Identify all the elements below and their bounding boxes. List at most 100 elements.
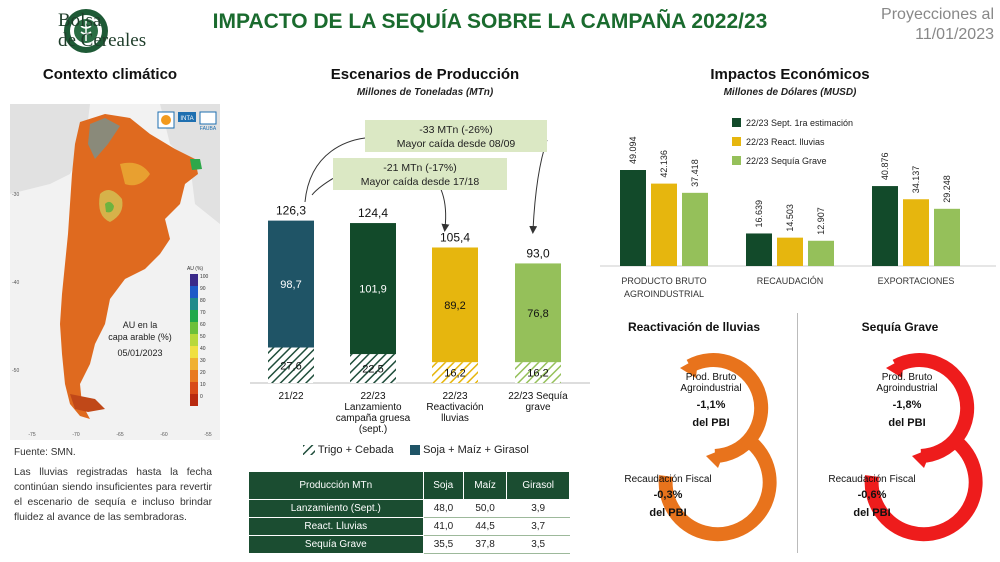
eco-category-label-2: EXPORTACIONES — [878, 276, 955, 286]
table-cell: Lanzamiento (Sept.) — [248, 499, 424, 518]
legend-trigo: Trigo + Cebada — [303, 444, 394, 456]
map-lon-tick: -55 — [204, 432, 211, 438]
fauba-logo-text: FAUBA — [200, 126, 217, 132]
inta-logo-text: INTA — [180, 116, 193, 122]
eco-bar-0-0 — [620, 170, 646, 266]
eco-bar-0-1 — [651, 183, 677, 266]
label-trigo-1: 22,5 — [362, 364, 383, 376]
category-label-1: Lanzamiento — [344, 402, 402, 413]
eco-bar-2-1 — [903, 199, 929, 266]
map-source: Fuente: SMN. — [14, 447, 76, 458]
economic-categories: PRODUCTO BRUTO AGROINDUSTRIAL RECAUDACIÓN E… — [621, 276, 954, 299]
climate-title: Contexto climático — [42, 66, 178, 83]
table-cell: 48,0 — [423, 499, 464, 518]
map-legend-tick: 40 — [200, 346, 206, 352]
legend-trigo-label: Trigo + Cebada — [317, 444, 394, 456]
callout1-line1: -33 MTn (-26%) — [419, 124, 493, 136]
legend-soja: Soja + Maíz + Girasol — [410, 444, 529, 456]
economic-legend: 22/23 Sept. 1ra estimación 22/23 React. l… — [732, 118, 853, 166]
projection-label: Proyecciones al — [881, 6, 994, 23]
callout1-arrow-end — [529, 139, 548, 234]
ring-right-pbi-suffix: del PBI — [888, 417, 926, 429]
map-lon-tick: -65 — [116, 432, 123, 438]
ring-left-arrow2 — [680, 358, 698, 378]
category-label-2: 22/23 — [442, 391, 467, 402]
ring-left-lower — [658, 432, 777, 542]
callout1-arrow-start — [304, 137, 366, 203]
table-cell: 35,5 — [423, 535, 464, 554]
map-legend-title: AU (%) — [187, 266, 203, 272]
bar-soja-3 — [515, 263, 561, 363]
eco-category-label-1: RECAUDACIÓN — [757, 276, 824, 286]
callout2-line1: -21 MTn (-17%) — [383, 162, 457, 174]
callout-reactivacion: -21 MTn (-17%) Mayor caída desde 17/18 — [333, 158, 507, 190]
eco-legend-label-2: 22/23 Sequía Grave — [746, 156, 827, 166]
legend-soja-label: Soja + Maíz + Girasol — [423, 444, 529, 456]
logo-text-line1: Bolsa — [58, 10, 102, 31]
label-soja-3: 76,8 — [527, 308, 548, 320]
label-soja-2: 89,2 — [444, 300, 465, 312]
eco-legend-label-1: 22/23 React. lluvias — [746, 137, 825, 147]
ring-left-rec-label: Recaudación Fiscal — [624, 474, 712, 485]
eco-bar-2-0 — [872, 186, 898, 266]
ring-left-pbi-value: -1,1% — [696, 399, 726, 411]
climate-description: Las lluvias registradas hasta la fecha c… — [14, 467, 212, 523]
economic-subtitle: Millones de Dólares (MUSD) — [723, 87, 857, 98]
label-total-0: 126,3 — [276, 204, 306, 218]
map-legend-tick: 90 — [200, 286, 206, 292]
table-header-cell: Girasol — [506, 471, 570, 500]
label-trigo-2: 16,2 — [444, 368, 465, 380]
label-total-1: 124,4 — [358, 206, 388, 220]
production-bars: 27,6 98,7 126,3 22,5 101,9 124,4 16,2 89,2 105,4… — [268, 204, 561, 383]
eco-value-label-1-0: 16.639 — [754, 200, 764, 228]
label-soja-1: 101,9 — [359, 284, 387, 296]
map-lon-tick: -75 — [28, 432, 35, 438]
callout1-line2: Mayor caída desde 08/09 — [396, 138, 516, 150]
bar-trigo-2 — [432, 362, 478, 383]
bar-soja-0 — [268, 220, 314, 348]
ring-left-pbi-label-2: Agroindustrial — [680, 383, 742, 394]
category-label-0: 21/22 — [278, 391, 303, 402]
table-cell: 3,7 — [506, 517, 570, 536]
eco-bar-1-0 — [746, 233, 772, 266]
map-lon-ticks: -75 -70 -65 -60 -55 — [28, 432, 211, 438]
category-label-2: Reactivación — [426, 402, 483, 413]
ring-right-arrow2 — [886, 358, 904, 378]
projection-date: 11/01/2023 — [915, 26, 994, 43]
eco-value-label-1-2: 12.907 — [816, 207, 826, 235]
ring-right-pbi-label-1: Prod. Bruto — [881, 372, 933, 383]
table-cell: 50,0 — [463, 499, 507, 518]
map-caption-line1: AU en la — [123, 320, 158, 330]
map-lat-ticks: -30 -40 -50 — [12, 192, 19, 374]
bar-trigo-0 — [268, 347, 314, 383]
map-date: 05/01/2023 — [117, 348, 162, 358]
map-caption-line2: capa arable (%) — [108, 332, 172, 342]
table-cell: 3,5 — [506, 535, 570, 554]
eco-legend-swatch-0 — [732, 118, 741, 127]
eco-category-label-0: AGROINDUSTRIAL — [624, 289, 704, 299]
map-lon-tick: -60 — [160, 432, 167, 438]
legend-trigo-swatch — [303, 445, 315, 456]
ring-right-pbi-value: -1,8% — [892, 399, 922, 411]
ring-left-upper — [686, 353, 769, 463]
map-legend-tick: 60 — [200, 322, 206, 328]
ring-right-lower — [864, 432, 983, 542]
table-cell: React. Lluvias — [248, 517, 424, 536]
eco-value-label-2-1: 34.137 — [911, 166, 921, 194]
table-cell: Sequía Grave — [248, 535, 424, 554]
ring-left-rec-suffix: del PBI — [649, 507, 687, 519]
eco-value-label-2-2: 29.248 — [942, 175, 952, 203]
table-cell: 44,5 — [463, 517, 507, 536]
table-row: Sequía Grave 35,5 37,8 3,5 — [248, 535, 570, 554]
economic-chart: 49.094 42.136 37.418 16.639 14.503 12.907 40.8… — [600, 118, 996, 299]
category-label-3: 22/23 Sequía — [508, 391, 568, 402]
ring-right-title: Sequía Grave — [861, 320, 939, 334]
ring-left-pbi-suffix: del PBI — [692, 417, 730, 429]
ring-left-pbi-label-1: Prod. Bruto — [685, 372, 737, 383]
bar-trigo-1 — [350, 354, 396, 383]
eco-category-label-0: PRODUCTO BRUTO — [621, 276, 706, 286]
production-subtitle: Millones de Toneladas (MTn) — [356, 87, 494, 98]
map-lat-tick: -50 — [12, 368, 19, 374]
